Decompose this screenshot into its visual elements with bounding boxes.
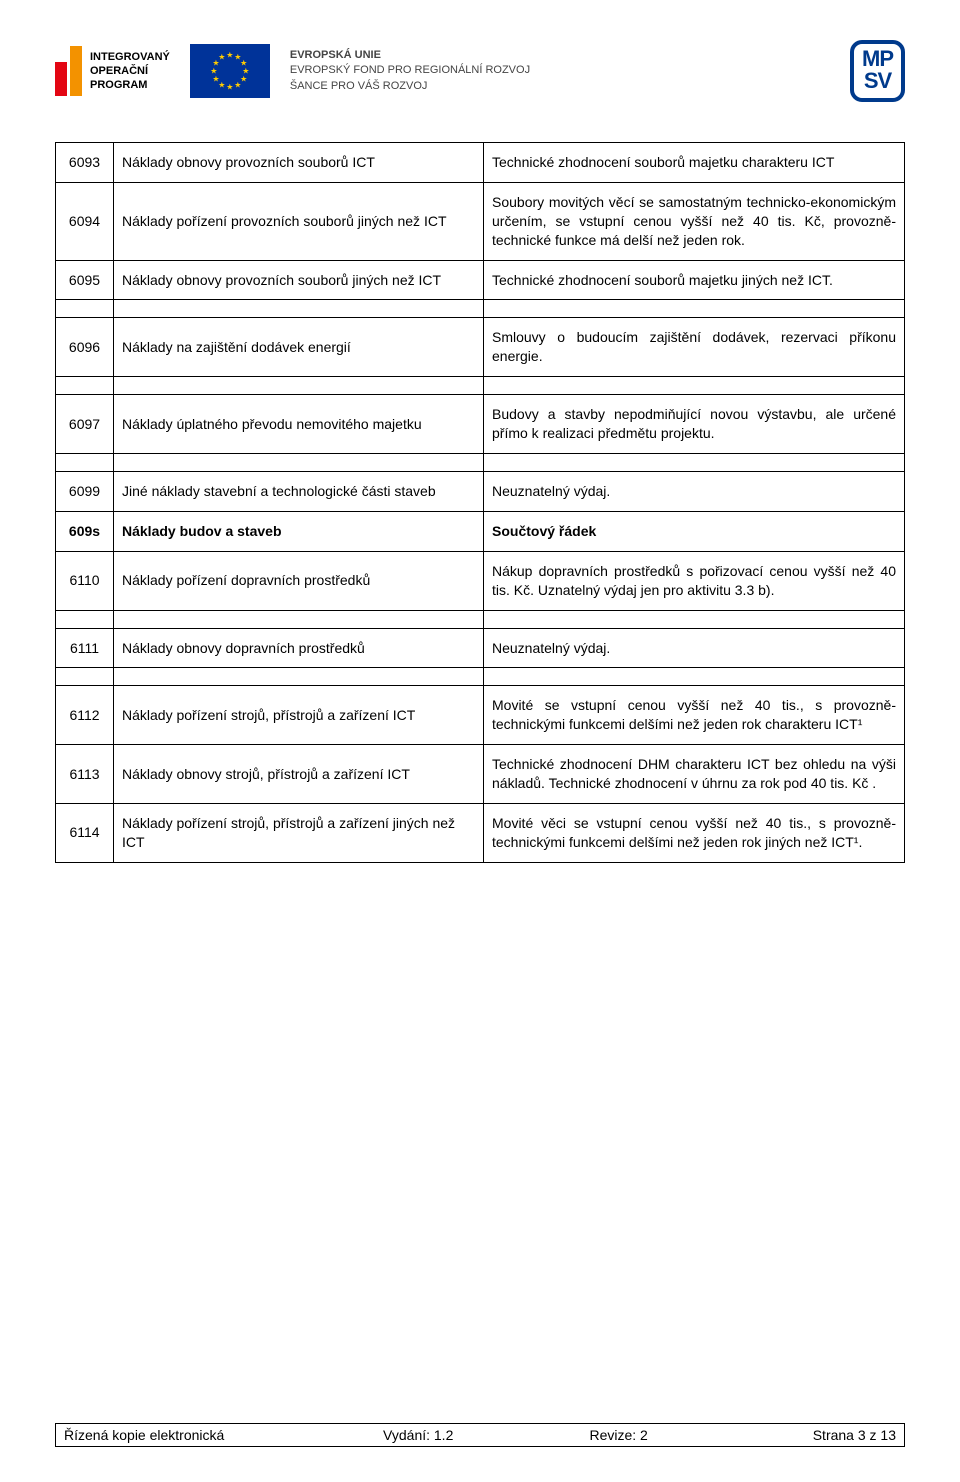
table-row: 6112Náklady pořízení strojů, přístrojů a…: [56, 686, 905, 745]
row-name: Náklady úplatného převodu nemovitého maj…: [114, 395, 484, 454]
table-row: 6111Náklady obnovy dopravních prostředků…: [56, 628, 905, 668]
eu-line3: ŠANCE PRO VÁŠ ROZVOJ: [290, 79, 530, 94]
row-code: 6110: [56, 551, 114, 610]
row-code: 6095: [56, 260, 114, 300]
footer-page: Strana 3 z 13: [704, 1424, 904, 1446]
table-row: 6096Náklady na zajištění dodávek energií…: [56, 318, 905, 377]
mpsv-top: MP: [862, 48, 893, 70]
eu-line2: EVROPSKÝ FOND PRO REGIONÁLNÍ ROZVOJ: [290, 63, 530, 78]
row-desc: Technické zhodnocení DHM charakteru ICT …: [484, 745, 905, 804]
iop-line2: OPERAČNÍ: [90, 64, 170, 78]
row-desc: Neuznatelný výdaj.: [484, 628, 905, 668]
row-name: Náklady pořízení strojů, přístrojů a zař…: [114, 686, 484, 745]
row-name: Náklady obnovy provozních souborů ICT: [114, 143, 484, 183]
header: INTEGROVANÝ OPERAČNÍ PROGRAM ★★★★★★★★★★★…: [55, 40, 905, 102]
eu-flag-icon: ★★★★★★★★★★★★: [190, 44, 270, 98]
table-row: 6093Náklady obnovy provozních souborů IC…: [56, 143, 905, 183]
mpsv-bot: SV: [862, 70, 893, 92]
iop-bars-icon: [55, 46, 82, 96]
table-row: 6114Náklady pořízení strojů, přístrojů a…: [56, 804, 905, 863]
row-code: 6112: [56, 686, 114, 745]
iop-line3: PROGRAM: [90, 78, 170, 92]
row-name: Náklady budov a staveb: [114, 511, 484, 551]
spacer-row: [56, 610, 905, 628]
row-desc: Součtový řádek: [484, 511, 905, 551]
table-row: 609sNáklady budov a stavebSoučtový řádek: [56, 511, 905, 551]
row-name: Náklady obnovy provozních souborů jiných…: [114, 260, 484, 300]
row-code: 6093: [56, 143, 114, 183]
row-code: 6099: [56, 472, 114, 512]
row-name: Náklady pořízení strojů, přístrojů a zař…: [114, 804, 484, 863]
footer-revision: Revize: 2: [534, 1424, 704, 1446]
spacer-row: [56, 454, 905, 472]
row-code: 6094: [56, 182, 114, 260]
footer: Řízená kopie elektronická Vydání: 1.2 Re…: [55, 1423, 905, 1447]
row-name: Náklady pořízení provozních souborů jiný…: [114, 182, 484, 260]
cost-table: 6093Náklady obnovy provozních souborů IC…: [55, 142, 905, 863]
iop-line1: INTEGROVANÝ: [90, 50, 170, 64]
row-name: Náklady na zajištění dodávek energií: [114, 318, 484, 377]
row-desc: Movité věci se vstupní cenou vyšší než 4…: [484, 804, 905, 863]
footer-copy-type: Řízená kopie elektronická: [56, 1424, 303, 1446]
row-code: 609s: [56, 511, 114, 551]
table-row: 6099Jiné náklady stavební a technologick…: [56, 472, 905, 512]
row-name: Náklady pořízení dopravních prostředků: [114, 551, 484, 610]
table-row: 6110Náklady pořízení dopravních prostřed…: [56, 551, 905, 610]
table-row: 6094Náklady pořízení provozních souborů …: [56, 182, 905, 260]
spacer-row: [56, 377, 905, 395]
row-desc: Smlouvy o budoucím zajištění dodávek, re…: [484, 318, 905, 377]
table-row: 6113Náklady obnovy strojů, přístrojů a z…: [56, 745, 905, 804]
row-code: 6114: [56, 804, 114, 863]
row-code: 6111: [56, 628, 114, 668]
row-name: Náklady obnovy dopravních prostředků: [114, 628, 484, 668]
logo-iop: INTEGROVANÝ OPERAČNÍ PROGRAM: [55, 46, 170, 96]
row-desc: Technické zhodnocení souborů majetku cha…: [484, 143, 905, 183]
page: INTEGROVANÝ OPERAČNÍ PROGRAM ★★★★★★★★★★★…: [0, 0, 960, 1482]
eu-line1: EVROPSKÁ UNIE: [290, 48, 530, 63]
table-row: 6095Náklady obnovy provozních souborů ji…: [56, 260, 905, 300]
row-code: 6113: [56, 745, 114, 804]
row-desc: Soubory movitých věcí se samostatným tec…: [484, 182, 905, 260]
spacer-row: [56, 300, 905, 318]
row-desc: Technické zhodnocení souborů majetku jin…: [484, 260, 905, 300]
row-name: Náklady obnovy strojů, přístrojů a zaříz…: [114, 745, 484, 804]
row-name: Jiné náklady stavební a technologické čá…: [114, 472, 484, 512]
row-desc: Nákup dopravních prostředků s pořizovací…: [484, 551, 905, 610]
row-desc: Neuznatelný výdaj.: [484, 472, 905, 512]
table-row: 6097Náklady úplatného převodu nemovitého…: [56, 395, 905, 454]
row-code: 6096: [56, 318, 114, 377]
footer-edition: Vydání: 1.2: [303, 1424, 534, 1446]
row-desc: Budovy a stavby nepodmiňující novou výst…: [484, 395, 905, 454]
spacer-row: [56, 668, 905, 686]
eu-text: EVROPSKÁ UNIE EVROPSKÝ FOND PRO REGIONÁL…: [290, 48, 530, 94]
row-code: 6097: [56, 395, 114, 454]
row-desc: Movité se vstupní cenou vyšší než 40 tis…: [484, 686, 905, 745]
mpsv-logo: MP SV: [850, 40, 905, 102]
iop-text: INTEGROVANÝ OPERAČNÍ PROGRAM: [90, 50, 170, 93]
